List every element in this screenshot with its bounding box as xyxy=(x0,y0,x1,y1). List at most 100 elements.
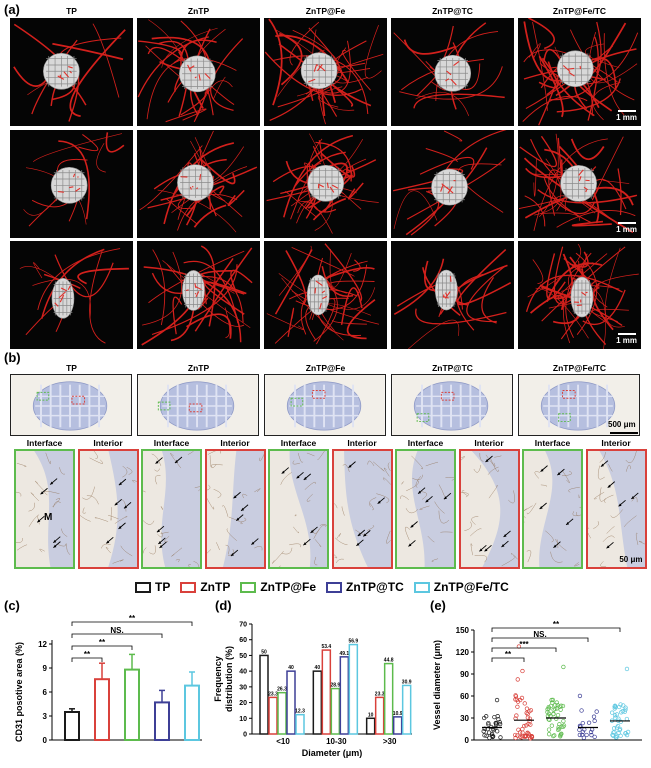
data-point xyxy=(513,735,518,741)
legend-item: TP xyxy=(135,580,170,594)
interior-histology xyxy=(77,449,139,569)
data-point xyxy=(560,703,566,709)
data-point xyxy=(611,726,617,731)
data-point xyxy=(495,729,500,734)
data-point xyxy=(486,720,491,726)
data-point xyxy=(559,731,564,736)
data-point xyxy=(623,707,628,712)
panel-label-e: (e) xyxy=(430,598,446,613)
legend-swatch xyxy=(326,581,343,593)
column-header-a: ZnTP@TC xyxy=(432,6,473,16)
bar xyxy=(154,701,170,741)
bar xyxy=(348,643,359,735)
data-point xyxy=(561,724,566,729)
interface-histology xyxy=(395,449,456,569)
significance-label: ** xyxy=(129,614,136,623)
vessel-3d-render xyxy=(137,241,260,349)
vessel-3d-render xyxy=(10,130,133,238)
significance-bracket xyxy=(71,645,133,650)
bar xyxy=(401,684,412,735)
y-tick-label: 50 xyxy=(239,653,247,660)
data-point xyxy=(549,723,555,728)
data-point xyxy=(515,704,520,709)
data-point xyxy=(559,703,564,708)
column-header-b: TP xyxy=(66,363,77,373)
data-point xyxy=(513,732,518,738)
y-tick-label: 60 xyxy=(239,637,247,644)
significance-label: ** xyxy=(553,620,560,629)
y-tick-label: 30 xyxy=(239,684,247,691)
x-tick-label: <10 xyxy=(276,737,290,746)
bar xyxy=(365,717,376,735)
marker-m: M xyxy=(44,512,53,523)
data-label: 23.3 xyxy=(375,691,385,697)
panel-label-b: (b) xyxy=(4,350,21,365)
significance-bracket xyxy=(71,621,193,626)
data-point xyxy=(546,732,552,737)
bar xyxy=(330,687,341,735)
histology-overview xyxy=(518,374,640,436)
data-point xyxy=(577,693,583,699)
vessel-3d-render xyxy=(391,18,514,126)
bar xyxy=(268,696,278,735)
data-point xyxy=(527,718,532,724)
data-point xyxy=(524,710,529,716)
chart-c: 0 3 6 9 12 CD31 posotive area (%) ** ** NS. ** xyxy=(14,614,202,745)
panel-label-c: (c) xyxy=(4,598,20,613)
y-tick-label: 120 xyxy=(456,648,470,657)
data-label: 50 xyxy=(261,649,267,655)
vessel-3d-render xyxy=(391,130,514,238)
data-point xyxy=(612,713,618,718)
legend: TP ZnTP ZnTP@Fe ZnTP@TC ZnTP@Fe/TC xyxy=(135,580,509,594)
data-point xyxy=(520,726,525,732)
legend-label: ZnTP@Fe xyxy=(260,580,317,594)
data-point xyxy=(487,735,492,741)
vessel-3d-render xyxy=(391,241,514,349)
data-point xyxy=(548,703,553,709)
interface-label: Interface xyxy=(407,438,444,448)
column-header-b: ZnTP@Fe xyxy=(305,363,346,373)
bar xyxy=(374,696,385,735)
data-label: 10.9 xyxy=(393,711,403,717)
data-point xyxy=(528,735,533,741)
significance-label: NS. xyxy=(110,626,123,635)
histology-overview xyxy=(264,374,386,436)
bar xyxy=(184,684,200,741)
data-point xyxy=(482,715,487,721)
data-point xyxy=(622,709,627,714)
data-point xyxy=(498,735,503,740)
significance-bracket xyxy=(491,627,621,632)
y-tick-label: 0 xyxy=(243,732,247,739)
significance-label: ** xyxy=(505,650,512,659)
panel-label-a: (a) xyxy=(4,2,20,17)
data-point xyxy=(514,713,519,718)
interior-label: Interior xyxy=(474,438,504,448)
data-label: 40 xyxy=(315,665,321,671)
data-point xyxy=(561,664,566,670)
y-tick-label: 9 xyxy=(43,664,48,673)
column-header-a: ZnTP xyxy=(187,6,210,16)
data-point xyxy=(493,720,498,726)
bar xyxy=(321,649,332,735)
scale-bar-50um: 50 μm xyxy=(619,555,643,564)
significance-label: NS. xyxy=(533,630,546,639)
data-point xyxy=(526,731,531,737)
data-point xyxy=(614,735,619,740)
vessel-3d-render xyxy=(10,18,133,126)
legend-label: TP xyxy=(155,580,171,594)
chart-d: 0 10 20 30 40 50 60 70 Frequencydistribution (%)… xyxy=(213,622,412,758)
bar xyxy=(339,656,350,735)
data-point xyxy=(613,704,618,710)
data-label: 53.4 xyxy=(321,644,331,650)
data-label: 44.8 xyxy=(384,658,394,664)
scale-bar-1mm: 1 mm xyxy=(616,222,637,234)
data-label: 23.3 xyxy=(268,691,278,697)
data-point xyxy=(526,721,531,727)
y-tick-label: 30 xyxy=(460,714,469,723)
data-point xyxy=(554,716,559,721)
significance-bracket xyxy=(491,647,557,652)
interior-histology xyxy=(458,449,520,569)
data-point xyxy=(492,714,497,720)
significance-label: ** xyxy=(84,650,91,659)
data-label: 40 xyxy=(288,665,294,671)
